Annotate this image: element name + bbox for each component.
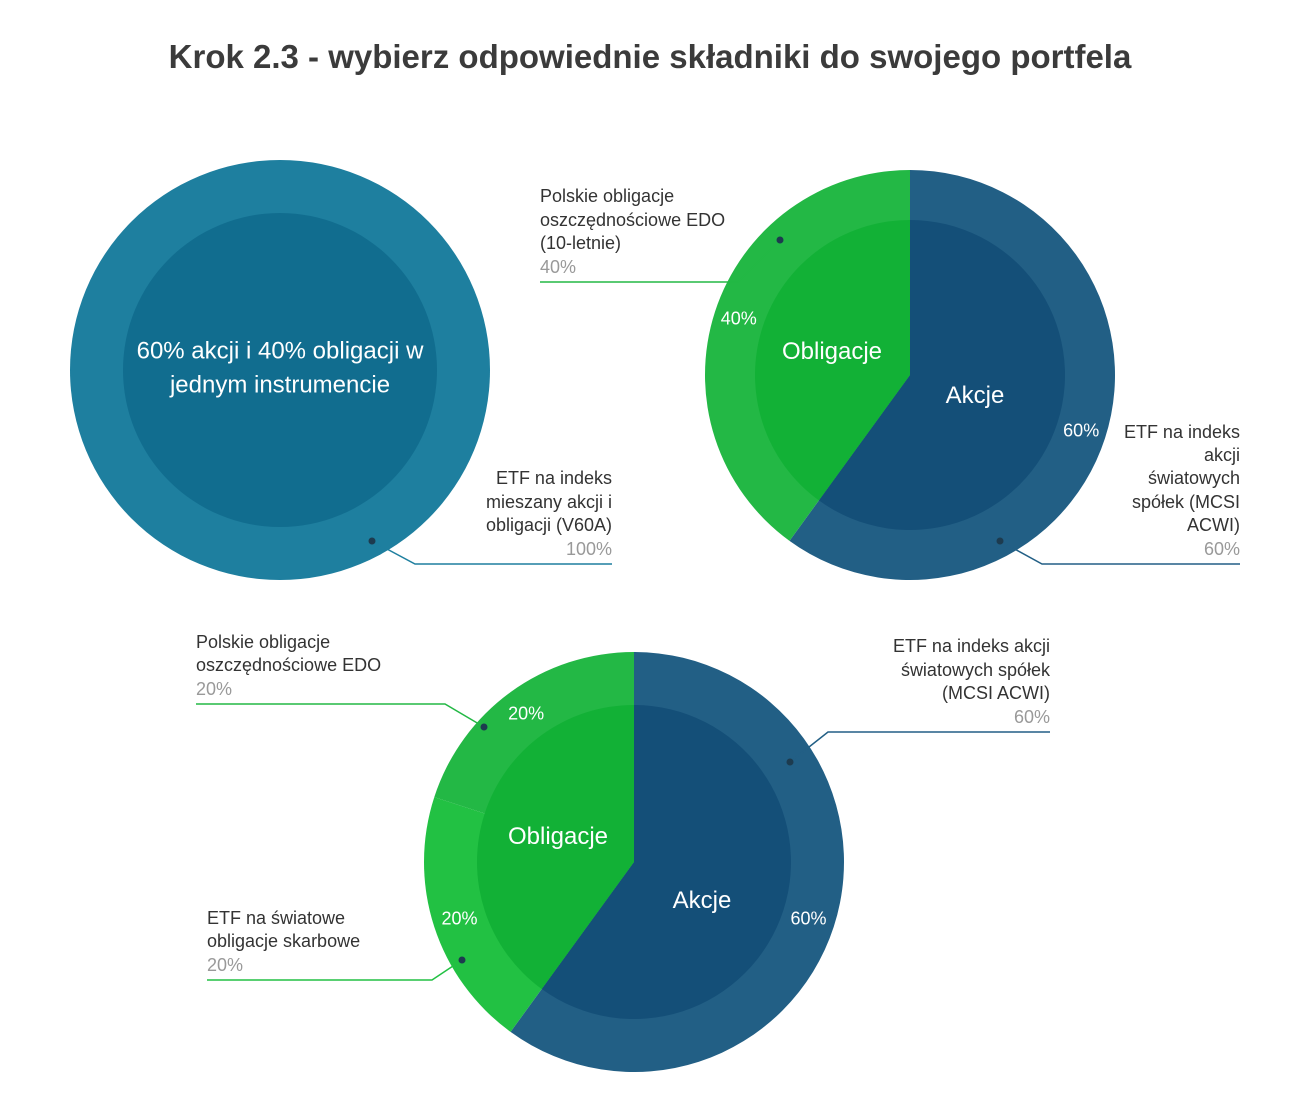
page-title: Krok 2.3 - wybierz odpowiednie składniki… bbox=[168, 38, 1132, 75]
callout-name: ETF na światowe obligacje skarbowe bbox=[207, 907, 361, 952]
leader-dot bbox=[458, 956, 466, 964]
leader-dot bbox=[786, 758, 794, 766]
leader-line bbox=[540, 239, 781, 283]
inner-slice bbox=[476, 705, 634, 990]
callout-value: 60% bbox=[1013, 706, 1050, 727]
leader-dot bbox=[368, 537, 376, 545]
ring-value-label: 20% bbox=[441, 908, 478, 929]
leader-line bbox=[196, 703, 485, 728]
callout-label: ETF na indeks akcji światowych spółek (M… bbox=[1110, 421, 1240, 561]
callout-value: 100% bbox=[565, 538, 612, 559]
callout-name: Polskie obligacje oszczędnościowe EDO bbox=[196, 631, 382, 676]
ring-value-label: 60% bbox=[1063, 420, 1100, 441]
callout-value: 20% bbox=[196, 678, 233, 699]
callout-name: ETF na indeks akcji światowych spółek (M… bbox=[1123, 421, 1240, 536]
inner-label: Akcje bbox=[945, 382, 1005, 410]
callout-name: ETF na indeks akcji światowych spółek (M… bbox=[892, 636, 1050, 704]
callout-name: ETF na indeks mieszany akcji i obligacji… bbox=[485, 468, 612, 536]
leader-dot bbox=[776, 236, 784, 244]
callout-label: ETF na światowe obligacje skarbowe 20% bbox=[207, 907, 402, 977]
leader-dot bbox=[996, 537, 1004, 545]
ring-value-label: 20% bbox=[508, 703, 545, 724]
callout-label: ETF na indeks akcji światowych spółek (M… bbox=[850, 635, 1050, 729]
ring-value-label: 40% bbox=[720, 308, 757, 329]
inner-label: Akcje bbox=[672, 887, 732, 915]
inner-slice bbox=[755, 219, 910, 501]
callout-value: 60% bbox=[1203, 538, 1240, 559]
leader-line bbox=[207, 959, 463, 981]
inner-slice bbox=[541, 705, 791, 1019]
callout-label: Polskie obligacje oszczędnościowe EDO (1… bbox=[540, 185, 740, 279]
inner-slice bbox=[123, 213, 437, 527]
leader-line bbox=[371, 540, 612, 565]
leader-line bbox=[999, 540, 1240, 565]
callout-label: Polskie obligacje oszczędnościowe EDO 20% bbox=[196, 631, 406, 701]
callout-name: Polskie obligacje oszczędnościowe EDO (1… bbox=[540, 186, 726, 254]
inner-label: Obligacje bbox=[507, 823, 609, 851]
leader-line bbox=[789, 731, 1050, 763]
inner-label: Obligacje bbox=[781, 338, 883, 366]
leader-dot bbox=[480, 723, 488, 731]
callout-value: 40% bbox=[540, 256, 577, 277]
inner-label: 60% akcji i 40% obligacji w jednym instr… bbox=[136, 337, 424, 398]
ring-value-label: 60% bbox=[790, 908, 827, 929]
callout-value: 20% bbox=[207, 954, 244, 975]
callout-label: ETF na indeks mieszany akcji i obligacji… bbox=[442, 467, 612, 561]
inner-slice bbox=[818, 220, 1065, 530]
